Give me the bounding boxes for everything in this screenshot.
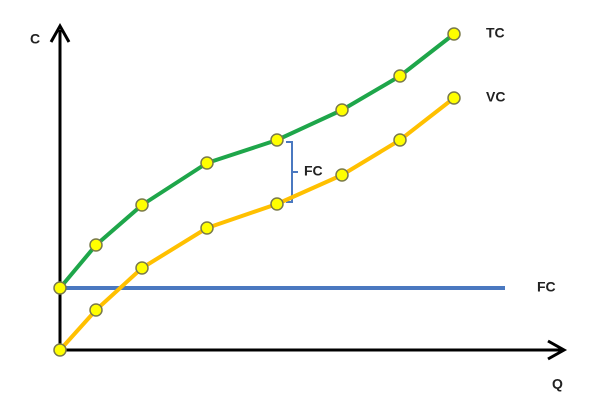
- y-axis-label: C: [30, 31, 40, 47]
- fc-bracket: [286, 141, 298, 203]
- marker: [135, 198, 149, 212]
- marker: [335, 168, 349, 182]
- annotation: FC: [304, 163, 323, 179]
- marker: [447, 91, 461, 105]
- marker: [200, 221, 214, 235]
- y-axis-arrow: [49, 22, 71, 43]
- line: [58, 32, 456, 290]
- marker: [335, 103, 349, 117]
- marker: [393, 133, 407, 147]
- marker: [270, 133, 284, 147]
- series-label: TC: [486, 25, 505, 41]
- marker: [89, 238, 103, 252]
- marker: [89, 303, 103, 317]
- x-axis-arrow: [547, 339, 568, 361]
- series-label: VC: [486, 89, 505, 105]
- x-axis-label: Q: [552, 376, 563, 392]
- series-label: FC: [537, 279, 556, 295]
- marker: [135, 261, 149, 275]
- marker: [53, 343, 67, 357]
- marker: [270, 197, 284, 211]
- marker: [447, 27, 461, 41]
- marker: [393, 69, 407, 83]
- line: [58, 96, 456, 352]
- marker: [53, 281, 67, 295]
- marker: [200, 156, 214, 170]
